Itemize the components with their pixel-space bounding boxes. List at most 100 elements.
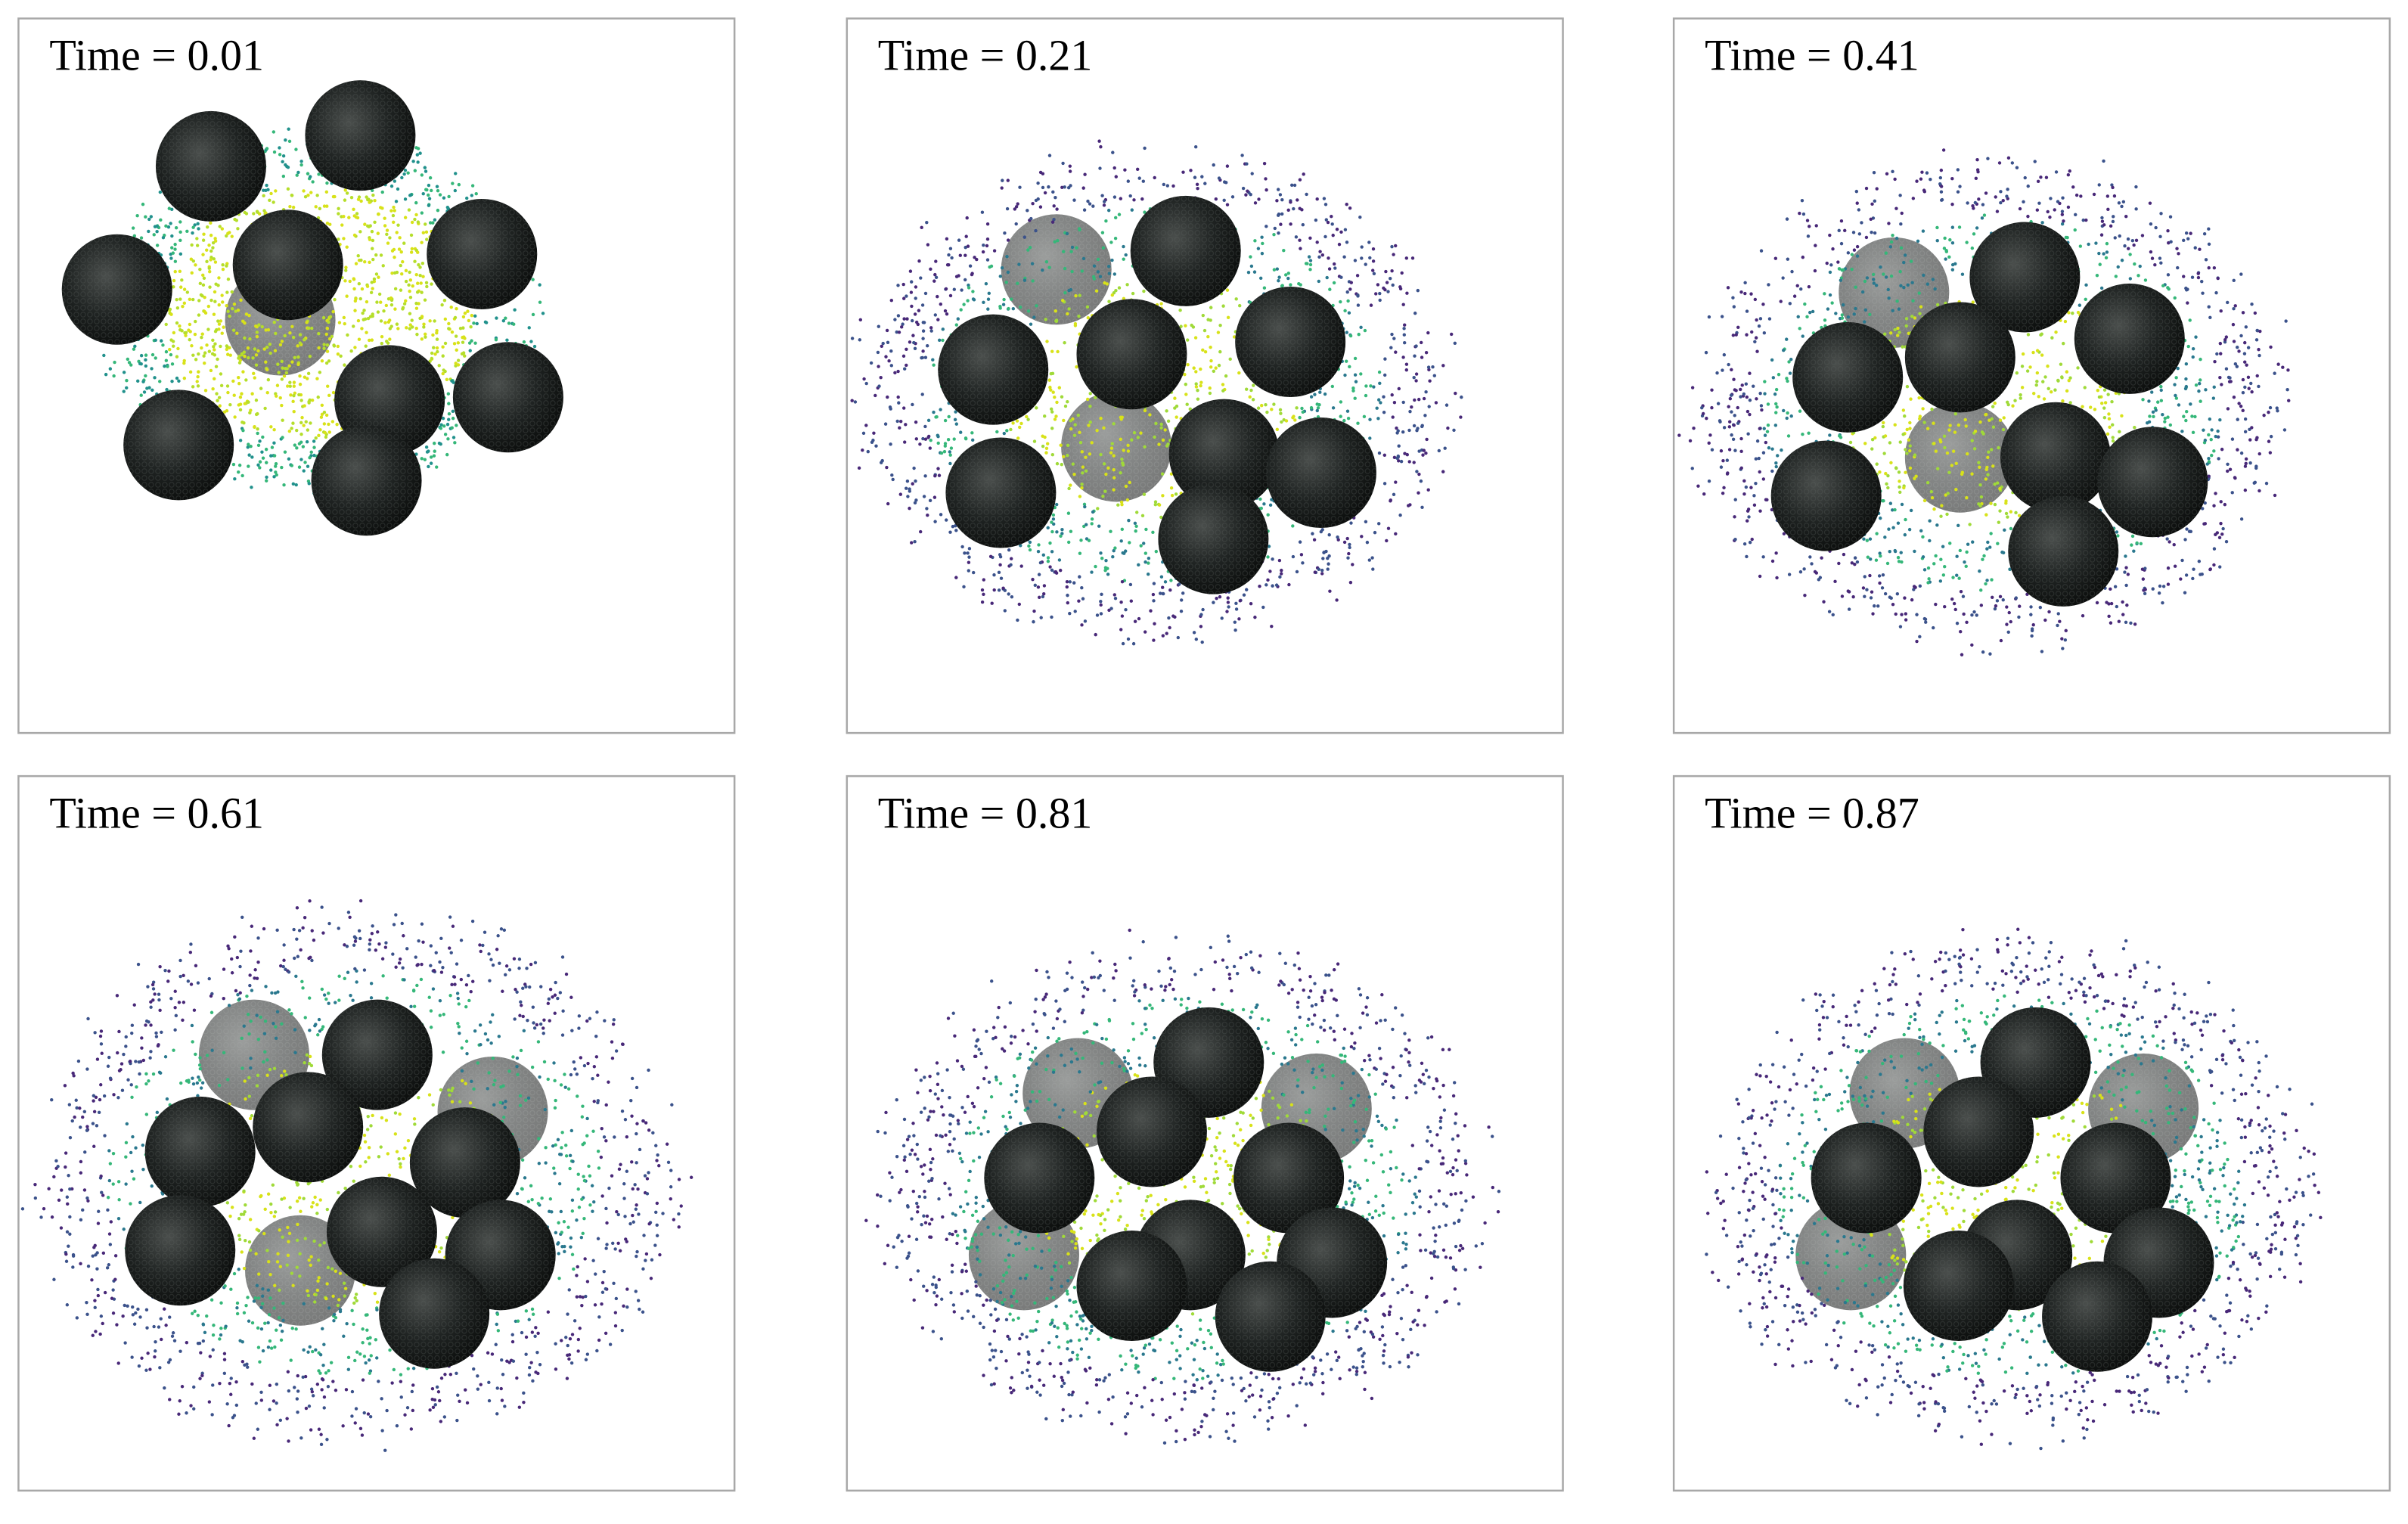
fluid-dot <box>398 236 402 240</box>
fluid-dot <box>1081 471 1085 475</box>
fluid-dot <box>371 238 375 243</box>
fluid-dot <box>1972 447 1977 451</box>
fluid-dot <box>1162 182 1165 187</box>
fluid-dot <box>1453 341 1457 346</box>
fluid-dot <box>1731 437 1736 442</box>
fluid-dot <box>898 426 901 430</box>
fluid-dot <box>1075 365 1078 369</box>
fluid-dot <box>1915 179 1919 183</box>
fluid-dot <box>2134 238 2139 243</box>
particle-shape <box>1130 195 1241 306</box>
fluid-dot <box>957 238 961 242</box>
fluid-dot <box>1038 560 1043 565</box>
fluid-dot <box>1330 384 1334 389</box>
fluid-dot <box>202 232 206 236</box>
fluid-dot <box>1988 545 1992 549</box>
fluid-dot <box>178 220 182 224</box>
fluid-dot <box>325 222 330 225</box>
fluid-dot <box>1214 197 1218 201</box>
fluid-dot <box>309 175 312 178</box>
fluid-dot <box>1403 323 1407 327</box>
fluid-dot <box>1975 158 1979 162</box>
particle <box>452 342 563 453</box>
fluid-dot <box>1742 392 1746 396</box>
fluid-dot <box>322 204 327 208</box>
fluid-dot <box>1201 607 1205 612</box>
fluid-dot <box>1049 371 1053 376</box>
fluid-dot <box>142 390 147 394</box>
fluid-dot <box>1233 629 1237 632</box>
fluid-dot <box>959 430 963 434</box>
fluid-dot <box>201 283 206 287</box>
fluid-dot <box>190 344 194 348</box>
fluid-dot <box>1450 332 1454 337</box>
fluid-dot <box>2201 291 2205 295</box>
fluid-dot <box>1062 418 1066 423</box>
fluid-dot <box>926 418 931 423</box>
fluid-dot <box>1132 430 1137 435</box>
fluid-dot <box>2183 591 2187 594</box>
fluid-dot <box>337 212 340 216</box>
fluid-dot <box>323 430 327 435</box>
fluid-dot <box>1280 212 1284 216</box>
fluid-dot <box>1055 461 1060 466</box>
fluid-dot <box>1850 253 1854 256</box>
fluid-dot <box>1193 175 1197 179</box>
fluid-dot <box>411 284 414 288</box>
fluid-dot <box>1908 421 1912 425</box>
fluid-dot <box>2061 647 2065 650</box>
fluid-dot <box>1321 557 1325 560</box>
fluid-dot <box>2184 418 2188 423</box>
fluid-dot <box>1443 446 1447 450</box>
fluid-dot <box>1931 278 1935 281</box>
fluid-dot <box>1159 302 1163 306</box>
fluid-dot <box>927 434 931 439</box>
fluid-dot <box>1885 172 1889 176</box>
fluid-dot <box>957 274 960 278</box>
fluid-dot <box>921 349 925 353</box>
fluid-dot <box>213 290 217 294</box>
fluid-dot <box>461 315 466 319</box>
fluid-dot <box>243 321 247 325</box>
fluid-dot <box>299 399 303 402</box>
fluid-dot <box>1278 193 1283 197</box>
fluid-dot <box>213 348 216 352</box>
fluid-dot <box>1244 193 1248 197</box>
fluid-dot <box>1110 293 1114 297</box>
fluid-dot <box>1129 599 1133 603</box>
fluid-dot <box>2250 303 2254 306</box>
fluid-dot <box>297 465 302 469</box>
fluid-dot <box>1985 547 1989 551</box>
fluid-dot <box>1083 504 1087 509</box>
fluid-dot <box>470 313 474 318</box>
fluid-dot <box>1692 427 1696 430</box>
fluid-dot <box>2219 309 2223 313</box>
fluid-dot <box>377 275 380 279</box>
fluid-dot <box>221 263 225 267</box>
fluid-dot <box>144 374 147 378</box>
fluid-dot <box>170 362 175 366</box>
fluid-dot <box>1120 527 1124 532</box>
fluid-dot <box>443 433 448 436</box>
fluid-dot <box>2173 383 2177 386</box>
fluid-dot <box>428 221 433 225</box>
fluid-dot <box>1921 229 1925 233</box>
fluid-dot <box>1327 532 1331 537</box>
fluid-dot <box>225 345 229 349</box>
particle <box>945 437 1057 548</box>
fluid-dot <box>1814 224 1818 228</box>
fluid-dot <box>1245 162 1249 166</box>
fluid-dot <box>1135 511 1139 514</box>
fluid-dot <box>1327 267 1332 271</box>
fluid-dot <box>1328 287 1332 291</box>
fluid-dot <box>1301 561 1305 565</box>
fluid-dot <box>2002 416 2006 420</box>
fluid-dot <box>1917 396 1921 400</box>
fluid-dot <box>2159 399 2164 402</box>
fluid-dot <box>1913 316 1917 320</box>
fluid-dot <box>1132 198 1136 202</box>
fluid-dot <box>281 418 284 422</box>
fluid-dot <box>1382 411 1386 414</box>
fluid-dot <box>1055 530 1059 534</box>
fluid-dot <box>2100 216 2104 220</box>
